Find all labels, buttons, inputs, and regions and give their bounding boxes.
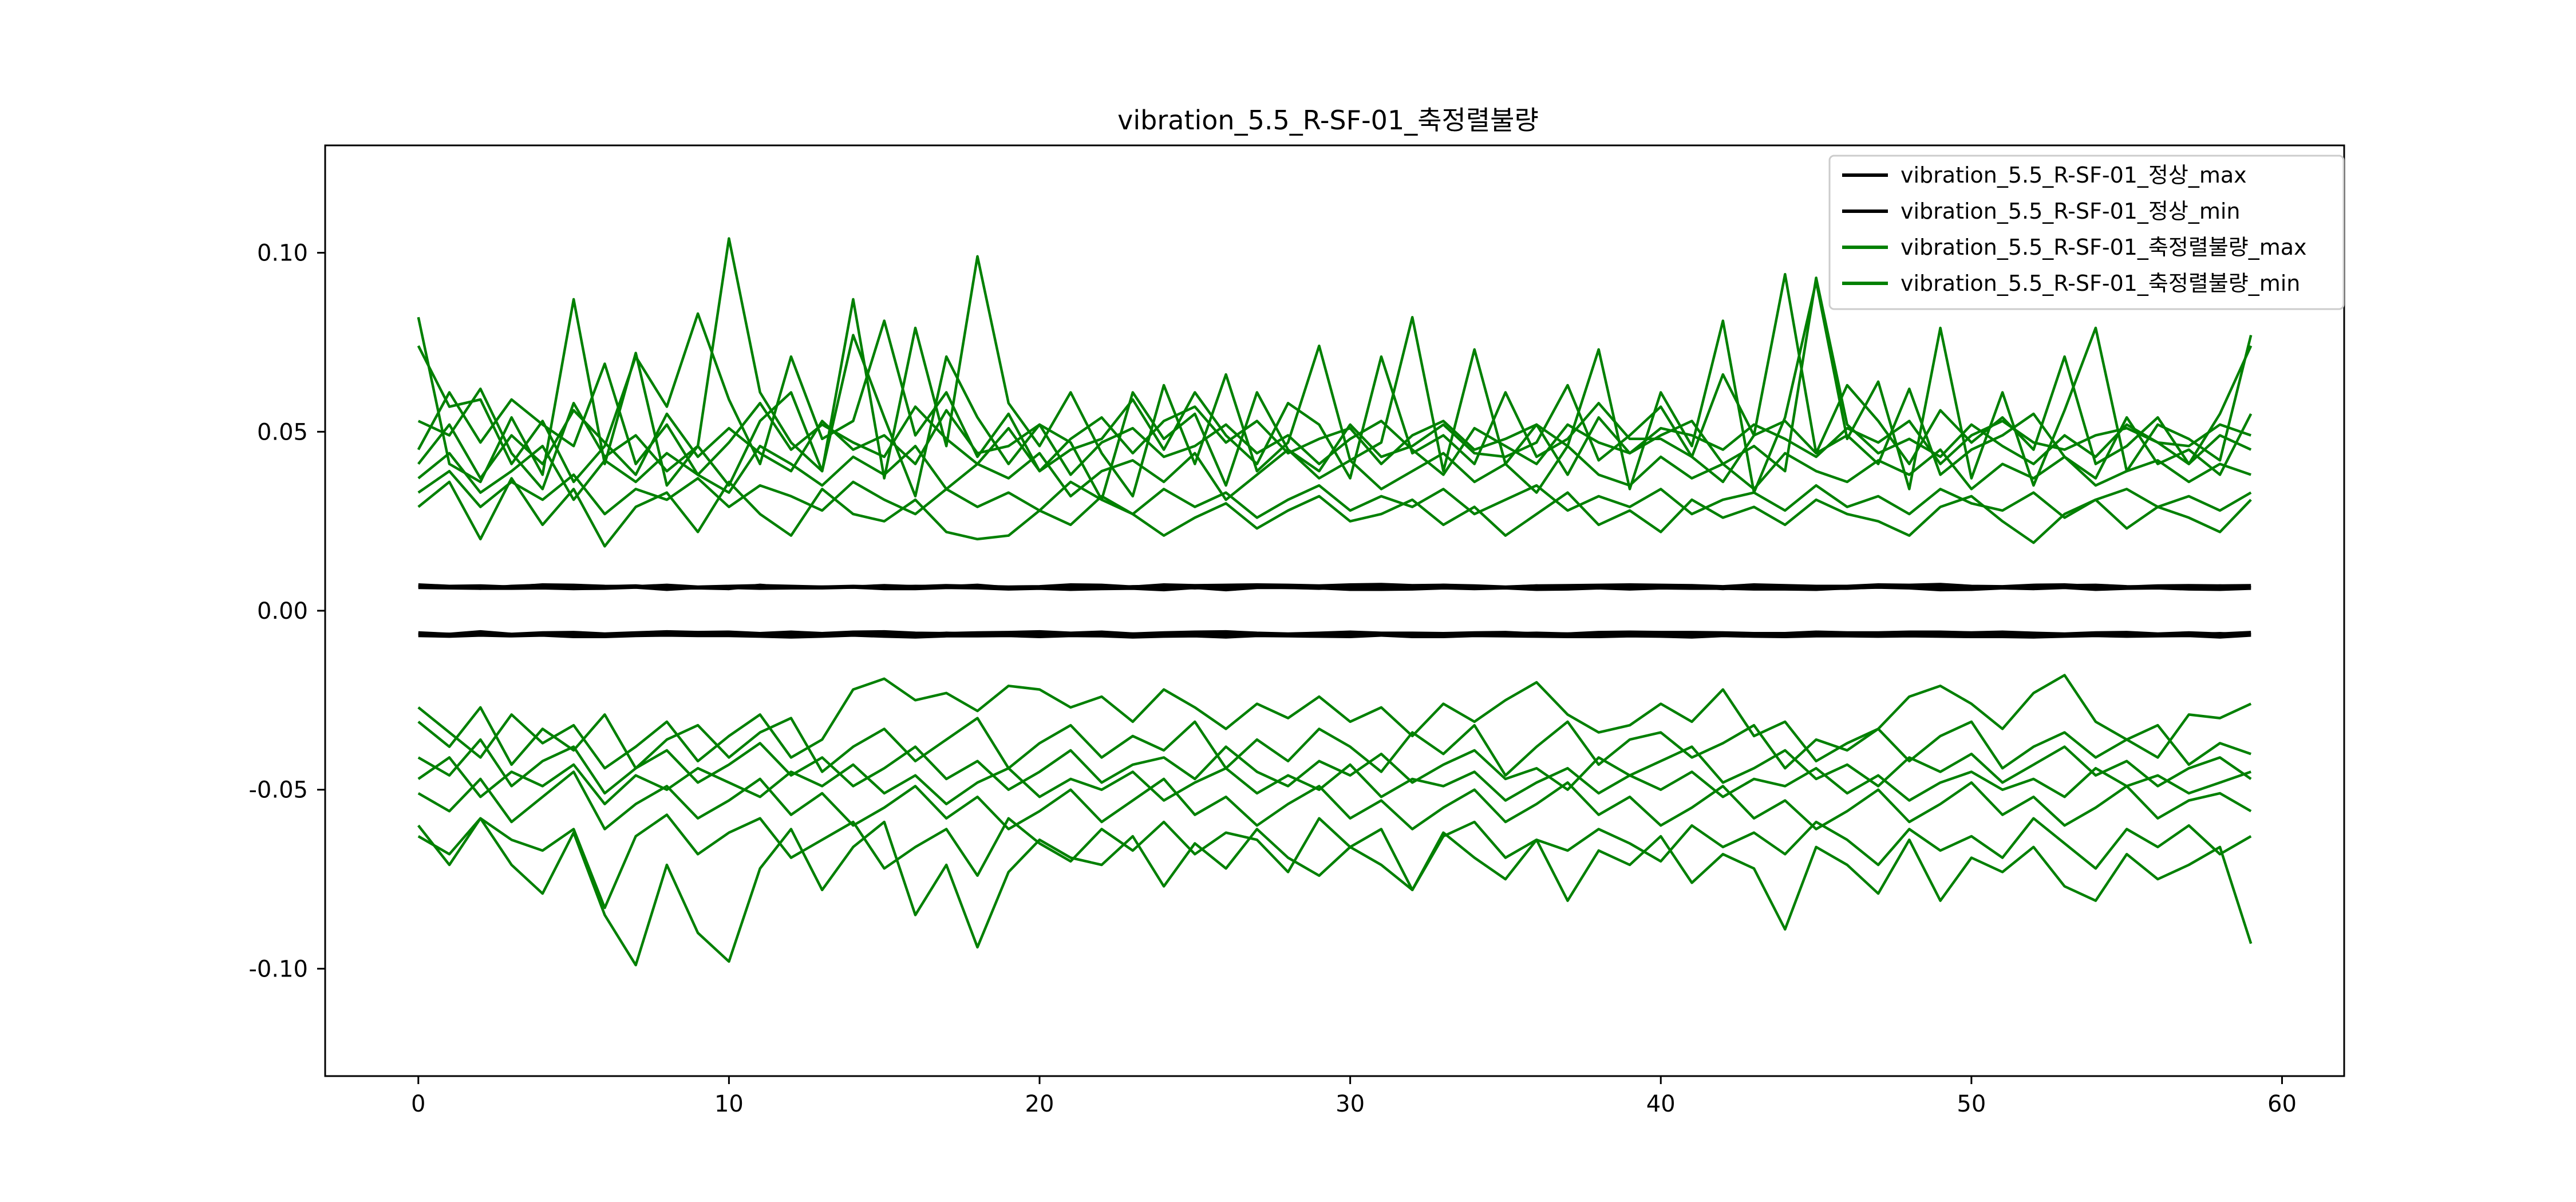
y-tick-label: 0.00 <box>257 598 308 624</box>
y-tick-label: 0.05 <box>257 419 308 445</box>
y-tick-label: 0.10 <box>257 240 308 267</box>
axes-layer: 0 10 20 30 40 50 60 -0.10 -0.05 0.00 0.05 0.10 <box>249 144 2345 1117</box>
series-line-fault_max-12 <box>417 469 2252 519</box>
legend-label: vibration_5.5_R-SF-01_축정렬불량_min <box>1901 271 2300 296</box>
series-line-fault_min-19 <box>417 813 2252 910</box>
chart-title: vibration_5.5_R-SF-01_축정렬불량 <box>1117 105 1539 136</box>
x-tick-label: 10 <box>714 1091 744 1117</box>
legend-label: vibration_5.5_R-SF-01_정상_max <box>1901 163 2247 188</box>
series-line-fault_min-18 <box>417 770 2252 831</box>
series-line-normal_max-2 <box>418 585 2251 592</box>
x-tick-label: 60 <box>2267 1091 2297 1117</box>
series-line-fault_min-14 <box>417 674 2252 770</box>
series-line-fault_min-17 <box>417 756 2251 805</box>
legend: vibration_5.5_R-SF-01_정상_max vibration_5.… <box>1828 155 2345 310</box>
legend-label: vibration_5.5_R-SF-01_정상_min <box>1901 199 2241 224</box>
plot-area: 0 10 20 30 40 50 60 -0.10 -0.05 0.00 0.05 0.10 <box>249 144 2345 1117</box>
series-line-fault_max-10 <box>417 276 2252 480</box>
x-tick-label: 30 <box>1336 1091 1365 1117</box>
series-line-fault_min-16 <box>417 738 2252 795</box>
series-layer <box>417 237 2253 967</box>
x-tick-label: 0 <box>411 1091 425 1117</box>
x-tick-label: 40 <box>1646 1091 1676 1117</box>
legend-items: vibration_5.5_R-SF-01_정상_max vibration_5.… <box>1842 163 2307 296</box>
y-tick-label: -0.05 <box>249 777 309 804</box>
series-line-fault_max-9 <box>417 362 2251 476</box>
series-line-fault_min-20 <box>417 817 2253 967</box>
series-line-fault_max-8 <box>417 334 2253 501</box>
series-line-fault_max-6 <box>417 237 2253 498</box>
x-tick-label: 50 <box>1957 1091 1986 1117</box>
legend-frame <box>1828 155 2345 310</box>
series-line-fault_min-15 <box>417 706 2251 777</box>
x-tick-label: 20 <box>1025 1091 1054 1117</box>
series-line-normal_min-5 <box>418 633 2251 639</box>
y-tick-label: -0.10 <box>249 956 309 982</box>
legend-label: vibration_5.5_R-SF-01_축정렬불량_max <box>1901 235 2307 260</box>
series-line-fault_max-13 <box>417 477 2252 548</box>
